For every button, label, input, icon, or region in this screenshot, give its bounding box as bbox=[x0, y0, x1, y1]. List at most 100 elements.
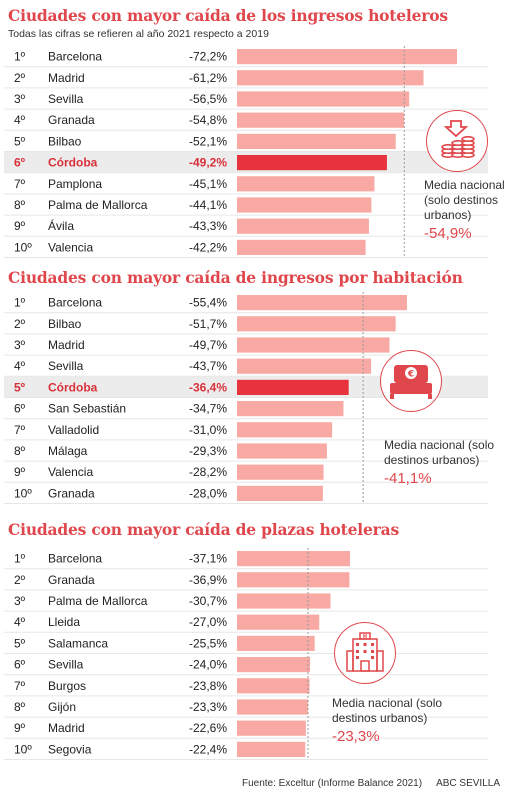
data-label: -54,8% bbox=[189, 113, 227, 127]
bar-row: 3º Palma de Mallorca -30,7% bbox=[4, 593, 488, 612]
bar-row: 7º Pamplona -45,1% bbox=[4, 176, 488, 195]
category-label: Palma de Mallorca bbox=[48, 594, 148, 608]
category-label: Salamanca bbox=[48, 636, 108, 650]
bar-row: 6º Sevilla -24,0% bbox=[4, 657, 488, 676]
data-label: -52,1% bbox=[189, 134, 227, 148]
bar-row: 2º Granada -36,9% bbox=[4, 572, 488, 591]
bar-row: 5º Bilbao -52,1% bbox=[4, 133, 488, 152]
data-label: -23,3% bbox=[189, 700, 227, 714]
rank-label: 7º bbox=[14, 679, 26, 693]
rank-label: 10º bbox=[14, 486, 32, 500]
category-label: Granada bbox=[48, 113, 95, 127]
bar-row: 1º Barcelona -37,1% bbox=[4, 551, 488, 570]
bar bbox=[237, 657, 311, 673]
category-label: Córdoba bbox=[48, 380, 98, 394]
category-label: Málaga bbox=[48, 444, 88, 458]
category-label: Madrid bbox=[48, 338, 85, 352]
data-label: -72,2% bbox=[189, 50, 227, 64]
chart-2-reference: Media nacional (solo destinos urbanos) -… bbox=[384, 438, 504, 486]
bar bbox=[237, 316, 396, 332]
bar-row: 7º Burgos -23,8% bbox=[4, 678, 488, 697]
publisher-credit: ABC SEVILLA bbox=[436, 778, 500, 789]
bar bbox=[237, 337, 390, 353]
svg-text:H: H bbox=[363, 634, 367, 640]
category-label: Sevilla bbox=[48, 359, 84, 373]
chart-1-svg: 1º Barcelona -72,2% 2º Madrid -61,2% 3º Sevilla… bbox=[4, 46, 488, 258]
bar bbox=[237, 443, 327, 459]
bar-row: 9º Ávila -43,3% bbox=[4, 218, 488, 237]
category-label: Valencia bbox=[48, 240, 93, 254]
source-note: Fuente: Exceltur (Informe Balance 2021) bbox=[241, 778, 423, 789]
bar bbox=[237, 70, 424, 86]
bar bbox=[237, 295, 407, 311]
bar bbox=[237, 572, 350, 588]
category-label: Sevilla bbox=[48, 658, 84, 672]
data-label: -27,0% bbox=[189, 615, 227, 629]
bar bbox=[237, 720, 306, 736]
category-label: Ávila bbox=[48, 218, 74, 233]
data-label: -44,1% bbox=[189, 198, 227, 212]
category-label: Barcelona bbox=[48, 50, 102, 64]
data-label: -30,7% bbox=[189, 594, 227, 608]
bar-row: 2º Madrid -61,2% bbox=[4, 70, 488, 89]
bar bbox=[237, 635, 315, 651]
chart-3-reference-label: Media nacional (solo destinos urbanos) bbox=[332, 696, 443, 725]
bar bbox=[237, 218, 369, 234]
data-label: -24,0% bbox=[189, 658, 227, 672]
rank-label: 7º bbox=[14, 177, 26, 191]
bar bbox=[237, 593, 331, 609]
rank-label: 10º bbox=[14, 240, 32, 254]
rank-label: 2º bbox=[14, 317, 26, 331]
category-label: Pamplona bbox=[48, 177, 102, 191]
category-label: Valencia bbox=[48, 465, 93, 479]
bar bbox=[237, 112, 404, 128]
chart-subtitle: Todas las cifras se refieren al año 2021… bbox=[8, 28, 269, 40]
bar-row: 6º San Sebastián -34,7% bbox=[4, 401, 488, 420]
data-label: -55,4% bbox=[189, 296, 227, 310]
bar bbox=[237, 422, 333, 438]
category-label: Valladolid bbox=[48, 423, 99, 437]
category-label: Lleida bbox=[48, 615, 80, 629]
chart-1: 1º Barcelona -72,2% 2º Madrid -61,2% 3º Sevilla… bbox=[0, 46, 510, 260]
hotel-bed-euro-icon: € bbox=[380, 350, 442, 412]
bar-row: 8º Gijón -23,3% bbox=[4, 699, 488, 718]
rank-label: 6º bbox=[14, 402, 26, 416]
bar-row: 10º Granada -28,0% bbox=[4, 485, 488, 504]
category-label: Barcelona bbox=[48, 552, 102, 566]
data-label: -28,0% bbox=[189, 486, 227, 500]
category-label: Sevilla bbox=[48, 92, 84, 106]
rank-label: 10º bbox=[14, 742, 32, 756]
rank-label: 5º bbox=[14, 636, 26, 650]
data-label: -29,3% bbox=[189, 444, 227, 458]
bar-row: 4º Sevilla -43,7% bbox=[4, 358, 488, 377]
bar-row: 5º Salamanca -25,5% bbox=[4, 635, 488, 654]
rank-label: 8º bbox=[14, 700, 26, 714]
bar bbox=[237, 91, 410, 107]
bar-row: 9º Madrid -22,6% bbox=[4, 720, 488, 739]
bar-row: 10º Valencia -42,2% bbox=[4, 239, 488, 258]
category-label: San Sebastián bbox=[48, 402, 126, 416]
chart-2-title: Ciudades con mayor caída de ingresos por… bbox=[8, 268, 463, 287]
data-label: -51,7% bbox=[189, 317, 227, 331]
bar bbox=[237, 678, 310, 694]
bar-row: 4º Lleida -27,0% bbox=[4, 614, 488, 633]
chart-1-title: Ciudades con mayor caída de los ingresos… bbox=[8, 6, 448, 25]
bar-row: 7º Valladolid -31,0% bbox=[4, 422, 488, 441]
bar-row: 1º Barcelona -72,2% bbox=[4, 49, 488, 68]
rank-label: 8º bbox=[14, 198, 26, 212]
chart-2-reference-value: -41,1% bbox=[384, 470, 432, 487]
category-label: Granada bbox=[48, 573, 95, 587]
bar bbox=[237, 176, 375, 192]
rank-label: 2º bbox=[14, 573, 26, 587]
bar-row: 8º Málaga -29,3% bbox=[4, 443, 488, 462]
rank-label: 8º bbox=[14, 444, 26, 458]
data-label: -23,8% bbox=[189, 679, 227, 693]
hotel-building-icon: H bbox=[334, 622, 396, 684]
rank-label: 5º bbox=[14, 134, 26, 148]
category-label: Granada bbox=[48, 486, 95, 500]
chart-1-reference-value: -54,9% bbox=[424, 225, 472, 242]
chart-1-reference: Media nacional (solo destinos urbanos) -… bbox=[424, 178, 510, 241]
bar bbox=[237, 699, 308, 715]
rank-label: 3º bbox=[14, 594, 26, 608]
bar-row: 3º Sevilla -56,5% bbox=[4, 91, 488, 110]
